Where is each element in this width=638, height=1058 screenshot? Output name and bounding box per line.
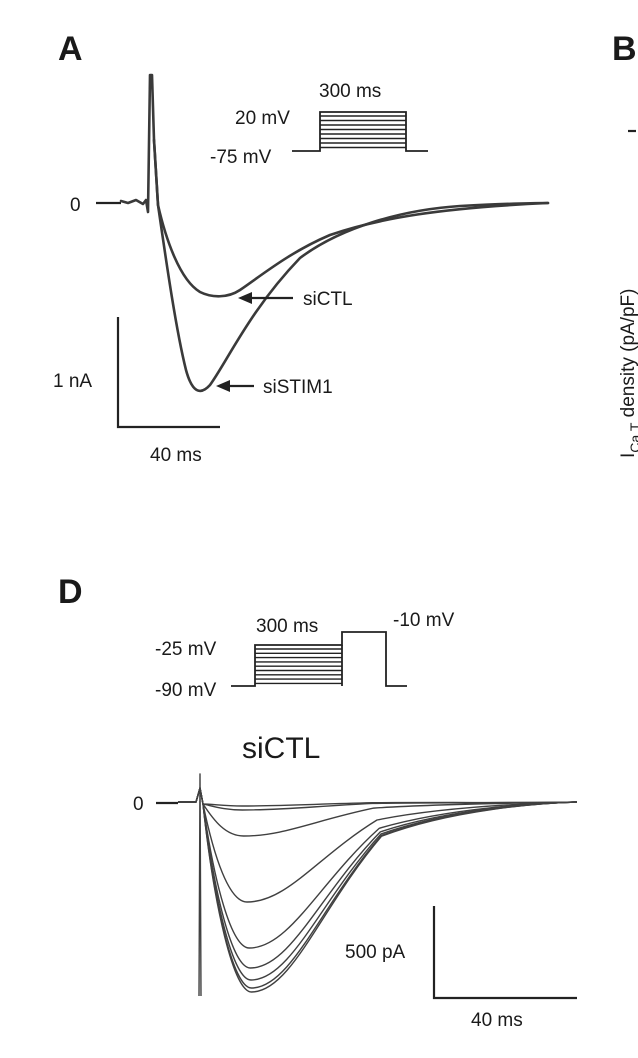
panel-a-arrow-sictl xyxy=(238,292,293,304)
panel-b-y-axis-label-main: I xyxy=(618,453,638,458)
panel-b-y-axis-label: ICa T density (pA/pF) xyxy=(618,289,638,458)
panel-d-letter: D xyxy=(58,573,83,611)
panel-a-scale-bar xyxy=(116,317,220,429)
panel-d-condition-label: siCTL xyxy=(242,732,320,765)
panel-d-protocol-max-voltage: -25 mV xyxy=(155,639,217,660)
panel-a-voltage-protocol: 300 ms 20 mV -75 mV xyxy=(210,81,428,168)
panel-d-current-trace xyxy=(178,787,578,903)
panel-d-scale-bar xyxy=(432,906,577,1000)
panel-d-scale-y-label: 500 pA xyxy=(345,942,406,963)
panel-a-zero-label: 0 xyxy=(70,195,81,216)
panel-d-current-trace xyxy=(178,787,578,969)
panel-d-current-trace xyxy=(178,787,578,993)
panel-a: A 300 ms 20 mV -75 mV 0 siCTL siSTIM1 1 … xyxy=(53,30,550,466)
panel-d-protocol-step-voltage: -10 mV xyxy=(393,610,455,631)
panel-b-y-axis-label-rest: density (pA/pF) xyxy=(618,289,638,423)
panel-a-arrow-sistim1 xyxy=(216,380,254,392)
panel-a-protocol-steps xyxy=(320,115,406,149)
panel-d-capacitive-transient xyxy=(198,773,202,997)
panel-d-current-trace xyxy=(178,787,578,949)
panel-a-trace-sistim1 xyxy=(119,73,550,393)
panel-d-current-trace xyxy=(178,787,578,811)
panel-d-protocol-holding-voltage: -90 mV xyxy=(155,680,217,701)
panel-a-letter: A xyxy=(58,30,83,68)
panel-a-protocol-holding-voltage: -75 mV xyxy=(210,147,272,168)
panel-d: D 300 ms -10 mV -25 mV -90 mV siCTL 0 50… xyxy=(58,573,578,1031)
panel-b-y-axis-label-subscript: Ca T xyxy=(627,422,638,453)
panel-a-scale-x-label: 40 ms xyxy=(150,445,202,466)
panel-a-protocol-test-voltage: 20 mV xyxy=(235,108,290,129)
panel-d-scale-x-label: 40 ms xyxy=(471,1010,523,1031)
panel-a-trace-sictl xyxy=(152,138,550,298)
panel-d-protocol-duration: 300 ms xyxy=(256,616,318,637)
panel-b-letter: B xyxy=(612,30,637,68)
panel-a-scale-y-label: 1 nA xyxy=(53,371,92,392)
panel-d-current-traces xyxy=(178,773,578,997)
panel-d-protocol-steps xyxy=(255,648,342,685)
panel-a-label-sistim1: siSTIM1 xyxy=(263,377,333,398)
panel-a-protocol-duration: 300 ms xyxy=(319,81,381,102)
panel-d-voltage-protocol: 300 ms -10 mV -25 mV -90 mV xyxy=(155,610,455,701)
panel-b: B ICa T density (pA/pF) xyxy=(612,30,638,458)
panel-d-current-trace xyxy=(178,787,578,837)
panel-a-label-sictl: siCTL xyxy=(303,289,353,310)
panel-d-zero-label: 0 xyxy=(133,794,144,815)
